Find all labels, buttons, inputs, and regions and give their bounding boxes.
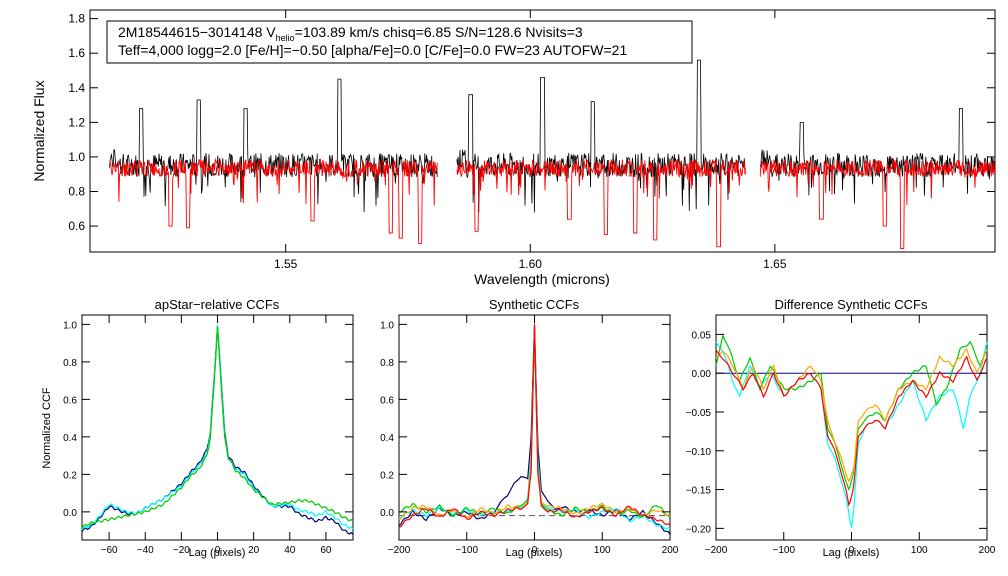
x-tick-label: −200	[388, 545, 411, 556]
x-tick-label: −20	[173, 545, 190, 556]
x-tick-label: 0	[849, 545, 855, 556]
y-tick-label: 0.8	[68, 185, 85, 199]
y-tick-label: 0.8	[63, 358, 77, 369]
spectrum-info-line-2: Teff=4,000 logg=2.0 [Fe/H]=−0.50 [alpha/…	[118, 42, 627, 58]
x-tick-label: 100	[594, 545, 611, 556]
series-visit-2	[715, 333, 988, 491]
ccf-difference-data	[715, 333, 988, 528]
y-tick-label: −0.10	[686, 447, 712, 458]
x-tick-label: 200	[979, 545, 996, 556]
y-tick-label: −0.15	[686, 486, 712, 497]
y-tick-label: 0.6	[380, 395, 394, 406]
ccf-synthetic-ticks: −200 −100 0 100 200 0.0 0.2 0.4 0.6 0.8 1.0	[380, 315, 679, 556]
y-tick-label: −0.20	[686, 524, 712, 535]
spectrum-series-model	[759, 157, 996, 249]
y-tick-label: 1.8	[68, 12, 85, 26]
y-tick-label: 1.0	[68, 150, 85, 164]
x-tick-label: −100	[455, 545, 478, 556]
y-tick-label: 0.00	[692, 369, 712, 380]
y-tick-label: 0.4	[380, 433, 394, 444]
spectrum-series-model	[456, 158, 746, 248]
ccf-difference-frame	[715, 314, 988, 541]
y-tick-label: 1.6	[68, 46, 85, 60]
x-tick-label: 60	[320, 545, 332, 556]
ccf-difference-title: Difference Synthetic CCFs	[775, 297, 928, 312]
y-tick-label: 1.0	[380, 320, 394, 331]
spectrum-panel: 1.55 1.60 1.65 0.6 0.8 1.0 1.2 1.4 1.6 1.8 2M1854…	[31, 9, 996, 287]
ccf-difference-x-axis-title: Lag (pixels)	[823, 547, 880, 559]
ccf-apstar-frame	[81, 314, 354, 541]
ccf-apstar-data	[81, 325, 354, 535]
ccf-synthetic-data	[398, 323, 671, 535]
y-tick-label: 0.0	[63, 508, 77, 519]
series-visit-2	[81, 325, 354, 531]
x-tick-label: −60	[101, 545, 118, 556]
y-tick-label: 0.2	[63, 470, 77, 481]
y-tick-label: −0.05	[686, 408, 712, 419]
ccf-apstar-ticks: −60 −40 −20 0 20 40 60 0.0 0.2 0.4 0.6 0.8 1.0	[63, 315, 353, 556]
series-visit-4	[398, 323, 671, 528]
x-tick-label: 0	[532, 545, 538, 556]
x-tick-label: −200	[705, 545, 728, 556]
y-tick-label: 0.2	[380, 470, 394, 481]
y-tick-label: 1.4	[68, 81, 85, 95]
y-tick-label: 0.4	[63, 433, 77, 444]
ccf-apstar-y-axis-title: Normalized CCF	[41, 387, 53, 469]
ccf-synthetic-panel: −200 −100 0 100 200 0.0 0.2 0.4 0.6 0.8 1.0 Synthe…	[380, 297, 679, 559]
ccf-difference-ticks: −200 −100 0 100 200 −0.20 −0.15 −0.10 −0.05 0.00 0…	[686, 315, 996, 556]
ccf-apstar-panel: −60 −40 −20 0 20 40 60 0.0 0.2 0.4 0.6 0.8 1.0 apSta…	[41, 297, 354, 559]
series-visit-1	[715, 341, 988, 528]
x-tick-label: 200	[662, 545, 679, 556]
spectrum-data	[109, 59, 996, 249]
y-tick-label: 0.05	[692, 330, 712, 341]
x-tick-label: 1.65	[763, 257, 787, 271]
y-tick-label: 0.6	[68, 219, 85, 233]
x-tick-label: −100	[772, 545, 795, 556]
x-tick-label: 1.60	[519, 257, 543, 271]
spectrum-series-model	[109, 157, 438, 244]
y-tick-label: 1.2	[68, 115, 85, 129]
series-visit-3	[81, 327, 354, 529]
y-tick-label: 0.8	[380, 358, 394, 369]
x-tick-label: 0	[215, 545, 221, 556]
series-visit-4	[715, 349, 988, 507]
x-tick-label: 40	[284, 545, 296, 556]
y-tick-label: 0.6	[63, 395, 77, 406]
ccf-synthetic-x-axis-title: Lag (pixels)	[506, 547, 563, 559]
spectrum-x-axis-title: Wavelength (microns)	[474, 271, 610, 287]
spectrum-y-axis-title: Normalized Flux	[31, 80, 47, 181]
ccf-apstar-title: apStar−relative CCFs	[155, 297, 280, 312]
x-tick-label: 1.55	[274, 257, 298, 271]
y-tick-label: 1.0	[63, 320, 77, 331]
x-tick-label: −40	[137, 545, 154, 556]
spectrum-info-line-1: 2M18544615−3014148 Vhelio=103.89 km/s ch…	[118, 24, 583, 43]
ccf-apstar-x-axis-title: Lag (pixels)	[189, 547, 246, 559]
spectrum-ticks: 1.55 1.60 1.65 0.6 0.8 1.0 1.2 1.4 1.6 1.8	[68, 10, 995, 271]
y-tick-label: 0.0	[380, 508, 394, 519]
series-visit-3	[715, 348, 988, 484]
x-tick-label: 100	[911, 545, 928, 556]
ccf-synthetic-title: Synthetic CCFs	[489, 297, 580, 312]
ccf-difference-panel: −200 −100 0 100 200 −0.20 −0.15 −0.10 −0.05 0.00 0…	[686, 297, 996, 559]
spectrum-info-box	[106, 20, 693, 64]
x-tick-label: 20	[248, 545, 260, 556]
